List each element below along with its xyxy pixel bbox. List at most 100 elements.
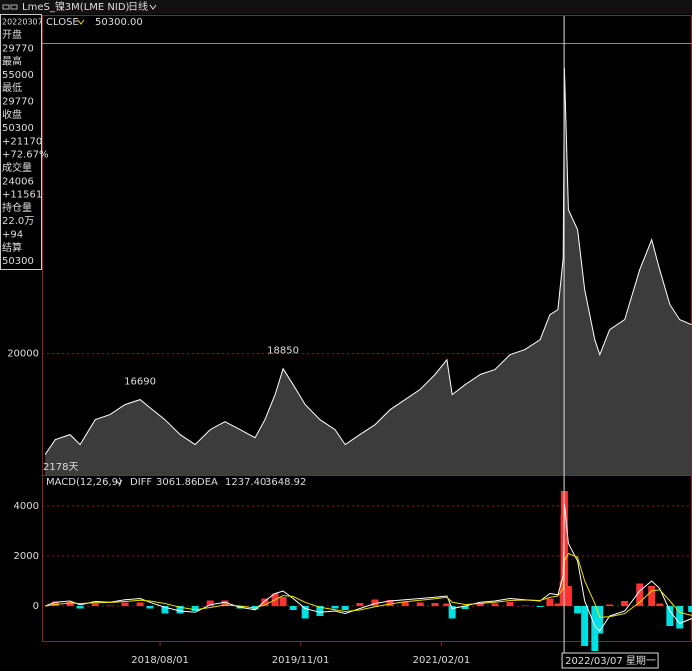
info-row: 持仓量 (2, 201, 32, 214)
macd-bar (648, 586, 656, 606)
macd-bar (331, 606, 339, 609)
indicator-line (45, 552, 692, 618)
macd-bar (136, 602, 144, 606)
info-row: 收盘 (2, 108, 22, 121)
info-row: 24006 (2, 176, 34, 187)
macd-bar (564, 586, 572, 606)
macd-bar (289, 606, 297, 610)
y-tick-label: 0 (33, 601, 39, 612)
crosshair-label: 2022/03/07 星期一 (565, 655, 656, 667)
macd-bar (356, 603, 364, 606)
bar-count: 2178天 (43, 462, 78, 473)
macd-bar (161, 606, 169, 614)
crosshair-label-box (561, 652, 659, 669)
y-tick-label: 20000 (7, 349, 39, 360)
macd-bar (621, 601, 629, 606)
macd-bar (386, 600, 394, 606)
macd-bar (76, 606, 84, 609)
info-panel (0, 14, 42, 270)
macd-bar (688, 606, 692, 612)
macd-bar (596, 606, 604, 634)
macd-bar (676, 606, 684, 629)
info-row: +94 (2, 230, 23, 241)
info-row: 50300 (2, 256, 34, 267)
legend-name: DEA (197, 477, 218, 488)
info-row: +72.67% (2, 150, 49, 161)
macd-bar (91, 603, 99, 606)
legend-name: DIFF (130, 477, 152, 488)
value-label: 16690 (124, 377, 156, 388)
macd-bar (416, 602, 424, 606)
macd-bar (606, 604, 614, 606)
info-row: 22.0万 (2, 216, 34, 227)
chevron (149, 4, 157, 10)
macd-bar (506, 602, 514, 606)
indicator-title[interactable]: MACD(12,26,9) (46, 477, 122, 488)
macd-bar (146, 606, 154, 609)
chevron (77, 19, 85, 25)
chevron (115, 479, 123, 485)
plot-layer: 20000 16690 18850 CLOSE 50300.00 2178天 0 2000 40… (7, 16, 692, 669)
macd-bar (371, 599, 379, 606)
macd-bar (261, 598, 269, 606)
macd-bar (66, 602, 74, 606)
macd-bar (581, 606, 589, 646)
icon (10, 4, 18, 10)
macd-bar (591, 606, 599, 651)
macd-bar (401, 602, 409, 606)
macd-bar (221, 600, 229, 606)
macd-bar (443, 603, 451, 606)
macd-bar (316, 606, 324, 616)
info-row: 开盘 (2, 28, 22, 41)
macd-bar (301, 606, 309, 619)
macd-bar (176, 606, 184, 614)
header-bar (0, 0, 692, 14)
info-row: 50300 (2, 123, 34, 134)
macd-bar (636, 583, 644, 606)
macd-bar (121, 602, 129, 606)
info-row: 最低 (2, 81, 22, 94)
info-date: 20220307 (2, 18, 43, 27)
macd-bar (461, 606, 469, 609)
legend-value: 1237.40 (225, 477, 266, 488)
macd-bar (431, 603, 439, 606)
x-tick-label: 2019/11/01 (272, 655, 330, 666)
info-rows: 开盘29770最高55000最低29770收盘50300+21170+72.67… (2, 28, 49, 267)
x-tick-label: 2018/08/01 (131, 655, 189, 666)
macd-bar (656, 603, 664, 606)
value-label: 18850 (267, 346, 299, 357)
macd-bar (574, 606, 582, 614)
macd-bar (279, 597, 287, 606)
info-row: +11561 (2, 190, 42, 201)
cursor-readout: 50300.00 (95, 17, 143, 28)
macd-bar (546, 598, 554, 606)
legend-value: 3648.92 (265, 477, 306, 488)
icon (2, 4, 10, 10)
x-tick-label: 2021/02/01 (413, 655, 471, 666)
macd-bar (476, 603, 484, 606)
macd-bar (666, 606, 674, 626)
macd-bar (191, 606, 199, 611)
y-tick-label: 4000 (14, 501, 39, 512)
info-row: 成交量 (2, 161, 32, 174)
price-area (45, 67, 692, 476)
instrument-title[interactable]: LmeS_镍3M(LME NID) (22, 0, 130, 13)
macd-bar (448, 606, 456, 619)
period-selector[interactable]: 日线 (128, 0, 148, 13)
info-row: 结算 (2, 241, 22, 254)
macd-bar (106, 605, 114, 606)
info-row: 55000 (2, 70, 34, 81)
macd-bar (521, 605, 529, 606)
macd-bar (51, 601, 59, 606)
series-name[interactable]: CLOSE (46, 17, 79, 28)
macd-bar (491, 603, 499, 606)
info-row: 29770 (2, 97, 34, 108)
info-row: 最高 (2, 55, 22, 68)
legend-value: 3061.86 (156, 477, 197, 488)
macd-bar (536, 606, 544, 607)
y-tick-label: 2000 (14, 551, 39, 562)
macd-bar (206, 600, 214, 606)
price-line (44, 67, 692, 455)
